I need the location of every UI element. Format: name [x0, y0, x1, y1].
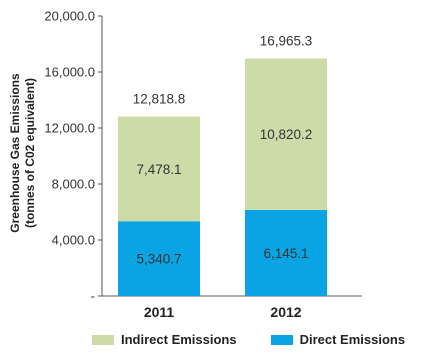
- legend-swatch-indirect: [92, 334, 114, 345]
- value-label: 5,340.7: [136, 252, 181, 267]
- y-axis-title: Greenhouse Gas Emissions (tonnes of C02 …: [8, 73, 37, 233]
- legend-item-indirect: Indirect Emissions: [92, 332, 237, 347]
- legend-label-indirect: Indirect Emissions: [121, 332, 237, 347]
- bars: [118, 58, 327, 296]
- category-labels: 2011 2012: [144, 304, 302, 320]
- y-tick-label: 12,000.0: [44, 121, 95, 136]
- bar-2012-direct: [245, 209, 327, 296]
- x-category-label: 2012: [270, 304, 301, 320]
- y-axis-title-line2: (tonnes of C02 equivalent): [23, 78, 37, 228]
- total-label: 12,818.8: [133, 92, 186, 107]
- value-label: 6,145.1: [263, 246, 308, 261]
- y-axis-title-line1: Greenhouse Gas Emissions: [8, 73, 22, 233]
- total-label: 16,965.3: [260, 33, 313, 48]
- bar-2011-direct: [118, 221, 200, 296]
- legend-label-direct: Direct Emissions: [299, 332, 406, 347]
- bar-2012-indirect: [245, 58, 327, 210]
- value-labels: 5,340.7 7,478.1 12,818.8 6,145.1 10,820.2 16,…: [133, 33, 313, 266]
- y-axis-ticks: - 4,000.0 8,000.0 12,000.0 16,000.0 20,000.0: [44, 9, 102, 304]
- y-tick-label: 8,000.0: [52, 177, 95, 192]
- bar-2011-indirect: [118, 116, 200, 222]
- x-category-label: 2011: [144, 304, 175, 320]
- y-tick-label: 16,000.0: [44, 65, 95, 80]
- legend: Indirect Emissions Direct Emissions: [92, 332, 405, 347]
- legend-swatch-direct: [270, 334, 293, 345]
- value-label: 7,478.1: [136, 162, 181, 177]
- y-tick-label: 20,000.0: [44, 9, 95, 24]
- legend-item-direct: Direct Emissions: [270, 332, 406, 347]
- y-tick-label: -: [91, 289, 95, 304]
- y-tick-label: 4,000.0: [52, 233, 95, 248]
- value-label: 10,820.2: [260, 127, 313, 142]
